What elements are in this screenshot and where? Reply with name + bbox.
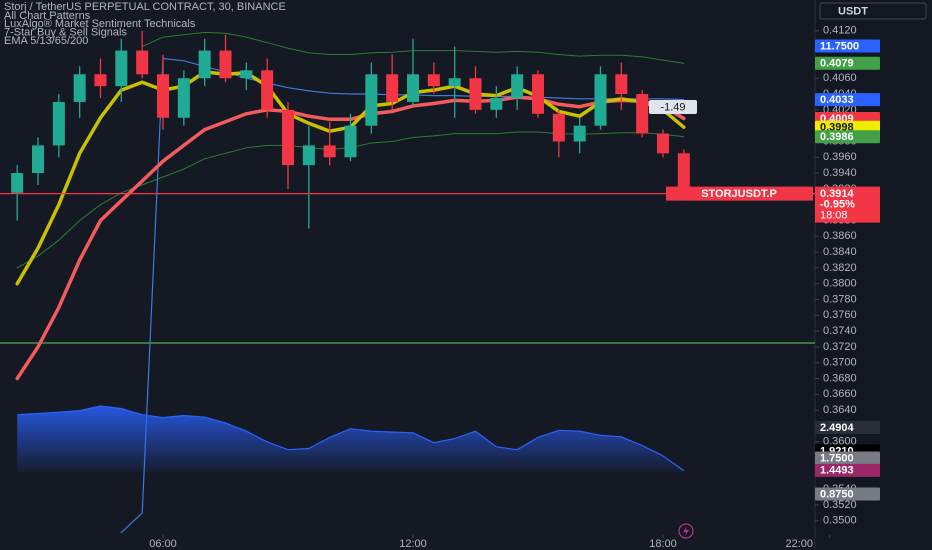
signal-label: -1.49 [660,101,685,113]
y-tick-label: 0.3840 [823,246,857,258]
y-tick-label: 0.3960 [823,151,857,163]
y-tick-label: 0.4120 [823,25,857,37]
indicator-name: 7-Star Buy & Sell Signals [4,27,127,39]
price-badge [815,39,880,53]
candle-body [282,109,294,166]
price-badge [815,463,880,477]
y-tick-label: 0.3940 [823,167,857,179]
price-badge-label: 0.3986 [820,131,854,143]
candle-body [157,74,169,118]
y-tick-label: 0.3680 [823,372,857,384]
price-badge-label: 1.4493 [820,465,854,477]
candle-body [490,97,503,110]
candle-body [94,74,107,87]
candle-body [344,125,357,158]
candle-body [219,50,232,79]
alert-bolt [683,526,689,536]
y-tick-label: 0.3800 [823,278,857,290]
candle-body [511,74,524,98]
y-tick-label: 0.3660 [823,388,857,400]
candle-body [198,50,211,79]
symbol-title: Storj / TetherUS PERPETUAL CONTRACT, 30,… [4,1,286,13]
indicator-name: All Chart Patterns [4,10,91,22]
y-tick-label: 0.3500 [823,515,857,527]
price-badge-label: 1.7500 [820,452,854,464]
price-badge [815,451,880,465]
x-tick-label: 12:00 [399,538,427,550]
price-badge [815,487,880,501]
candle-body [115,50,128,87]
y-tick-label: 0.3820 [823,262,857,274]
sentiment-area [17,406,684,472]
price-badge [815,420,880,434]
indicator-name: LuxAlgo® Market Sentiment Technicals [4,18,196,30]
candle-body [636,94,649,134]
candle-body [657,133,669,154]
alert-icon[interactable] [678,523,694,539]
price-badge-label: 11.7500 [820,40,859,52]
plot-area [0,30,815,534]
bar-countdown: 18:08 [820,210,848,222]
candle-body [323,145,336,158]
price-badge [815,93,880,107]
candle-body [73,74,86,102]
y-tick-label: 0.3700 [823,357,857,369]
y-tick-label: 0.4060 [823,72,857,84]
candle-body [448,78,461,87]
y-tick-label: 0.3640 [823,404,857,416]
candle-body [573,125,586,142]
price-badge [815,56,880,70]
y-tick-label: 0.3760 [823,309,857,321]
candle-body [594,74,607,126]
candle-body [177,78,190,118]
candle-body [469,78,482,110]
y-tick-label: 0.3720 [823,341,857,353]
candle-body [407,74,419,102]
candle-body [32,145,44,174]
candle-body [136,50,149,75]
legend: Storj / TetherUS PERPETUAL CONTRACT, 30,… [4,1,286,47]
candle-body [532,74,544,114]
y-tick-label: 0.3860 [823,230,857,242]
last-price-badge [815,186,880,223]
currency: USDT [838,5,868,17]
signal-box [649,100,697,114]
price-badge-label: 0.4033 [820,94,854,106]
indicator-name: EMA 5/13/65/200 [4,35,88,47]
candle-body [427,74,440,87]
candle-body [552,113,565,142]
candle-body [302,145,315,166]
candle-body [240,70,253,79]
sentiment-line [17,405,685,472]
x-tick-label: 06:00 [149,538,177,550]
candle-body [52,101,65,146]
last-price-value: 0.3914 [820,188,855,200]
x-tick-label: 22:00 [785,538,813,550]
symbol-tag-label: STORJUSDT.P [701,188,777,200]
candle-body [677,153,690,194]
price-badge-label: 0.4079 [820,58,854,70]
candle-body [11,173,24,193]
indicator-line [120,57,685,534]
candle-body [386,74,399,102]
price-badge-label: 2.4904 [820,422,855,434]
y-tick-label: 0.3780 [823,293,857,305]
currency-box[interactable] [819,2,927,20]
candle-body [615,74,628,95]
price-badge-label: 0.8750 [820,488,854,500]
y-tick-label: 0.3740 [823,325,857,337]
last-price-change: -0.95% [820,199,855,211]
price-badge [815,130,880,144]
y-tick-label: 0.3520 [823,499,857,511]
candle-body [261,70,274,110]
x-tick-label: 18:00 [649,538,677,550]
candle-body [365,74,378,126]
symbol-tag [666,186,813,201]
